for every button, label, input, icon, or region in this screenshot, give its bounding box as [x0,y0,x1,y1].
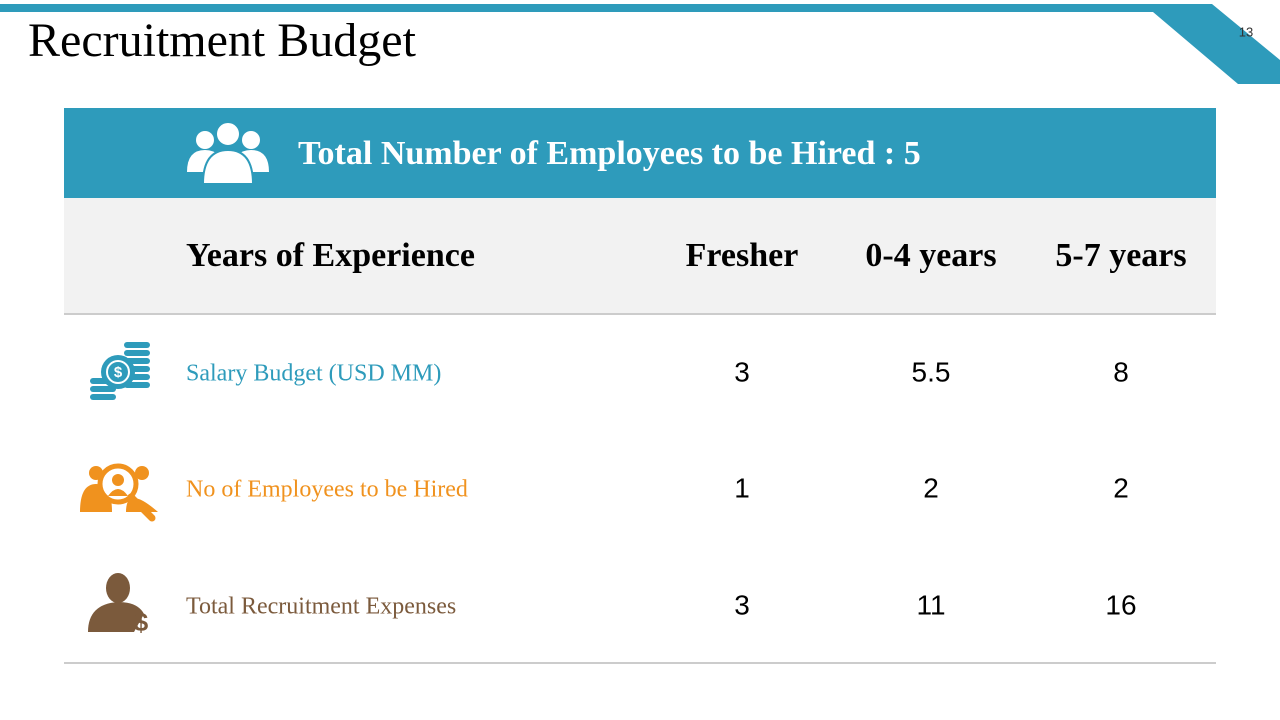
cell: 16 [1105,589,1136,620]
top-decoration [0,4,1280,84]
cell: 1 [734,472,750,503]
cell: 2 [1113,472,1129,503]
page-number: 13 [1239,24,1253,39]
header-cell: 5-7 years [1055,237,1186,274]
header-cell: Fresher [686,237,799,274]
slide-title: Recruitment Budget [28,14,417,67]
people-icon [187,121,269,185]
row-label: No of Employees to be Hired [186,477,468,503]
header-row [64,198,1216,313]
cell: 11 [916,589,945,620]
cell: 3 [734,589,750,620]
header-cell: Years of Experience [186,237,475,274]
cell: 2 [923,472,939,503]
banner-text: Total Number of Employees to be Hired : … [298,135,921,172]
cell: 3 [734,356,750,387]
money-icon: $ [90,342,150,400]
row-label: Salary Budget (USD MM) [186,361,441,387]
cell: 5.5 [912,356,951,387]
person-dollar-icon: $ [88,573,149,637]
header-cell: 0-4 years [865,237,996,274]
svg-text:$: $ [114,364,123,381]
cell: 8 [1113,356,1129,387]
row-label: Total Recruitment Expenses [186,594,456,620]
svg-text:$: $ [134,607,149,637]
search-people-icon [80,463,158,522]
